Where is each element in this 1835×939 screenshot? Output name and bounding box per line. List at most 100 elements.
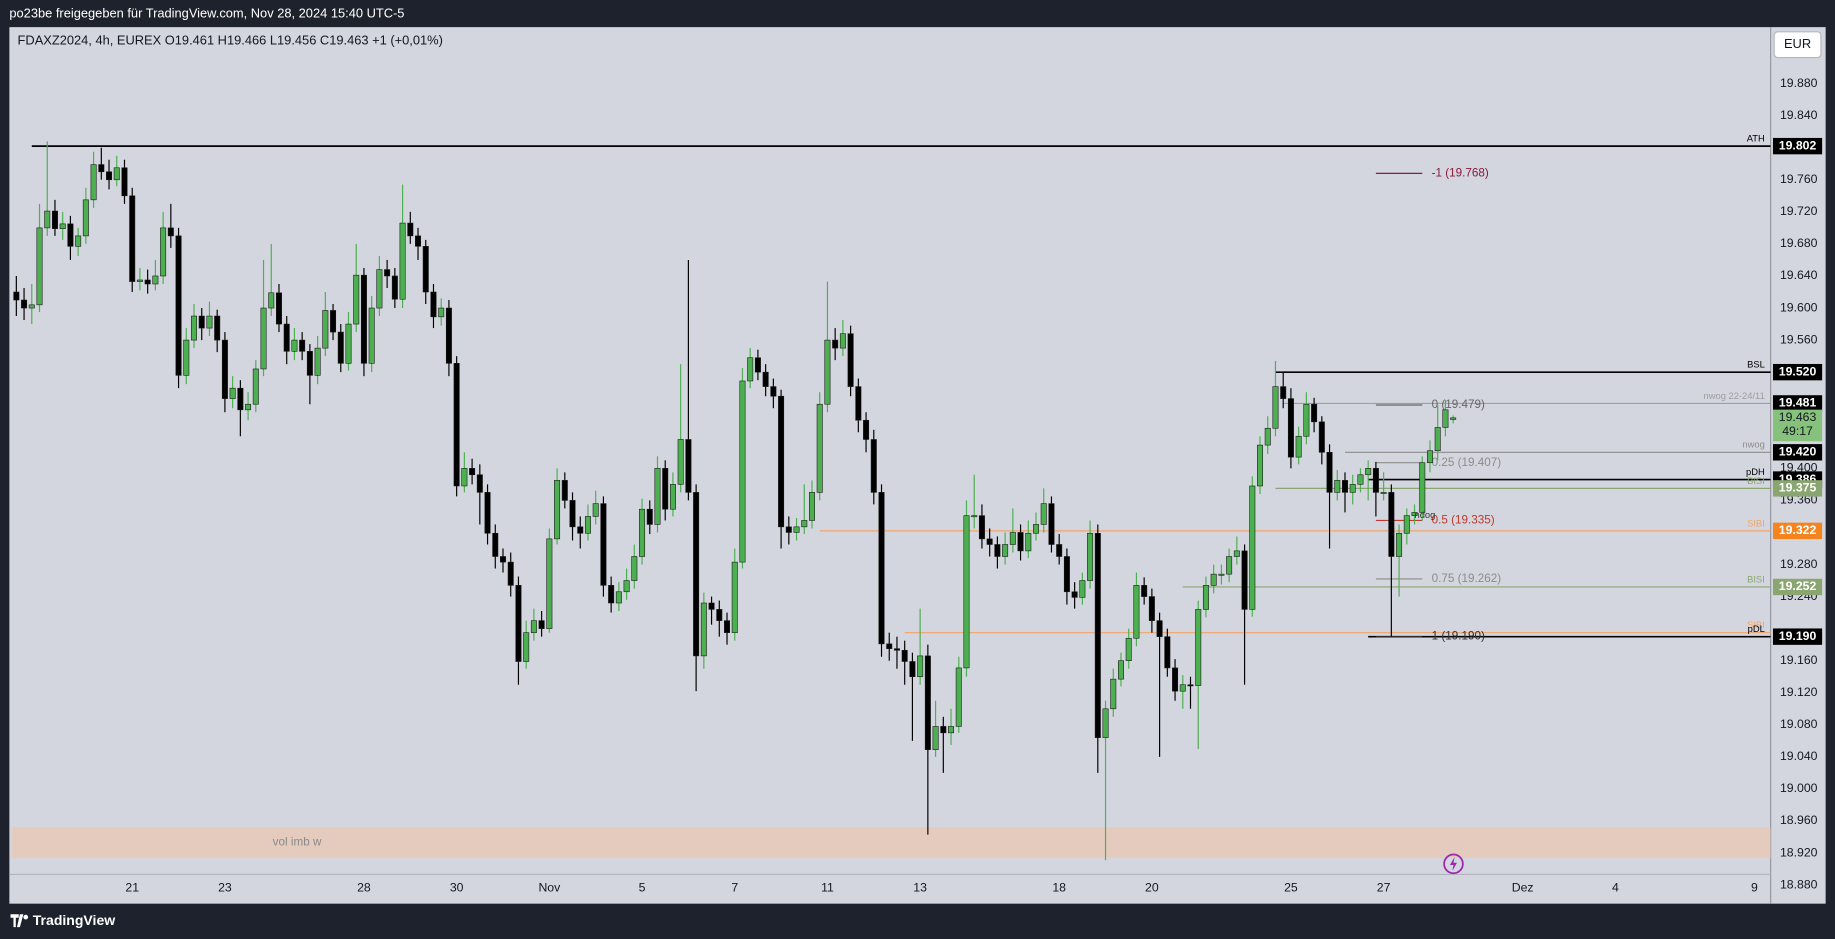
candle-body (901, 649, 908, 662)
candle-body (1148, 596, 1155, 621)
candle-body (1210, 573, 1217, 586)
candle-body (1017, 532, 1024, 552)
y-tick-label: 19.040 (1780, 749, 1818, 763)
price-box-label: 19.520 (1779, 364, 1817, 378)
candle-body (484, 492, 491, 534)
candle-body (299, 339, 306, 352)
symbol-info: FDAXZ2024, 4h, EUREX O19.461 H19.466 L19… (18, 33, 443, 48)
candle-body (893, 648, 900, 651)
x-tick-label: 21 (125, 881, 139, 895)
fib-label: -1 (19.768) (1432, 166, 1489, 179)
candle-body (1280, 386, 1287, 399)
candle-body (700, 602, 707, 657)
price-box (1772, 395, 1823, 412)
candle-body (28, 304, 35, 309)
fib-label: 1 (19.190) (1432, 630, 1485, 643)
candle-body (353, 274, 360, 325)
y-tick-label: 19.720 (1780, 204, 1818, 218)
candle-body (615, 591, 622, 604)
candle-body (191, 315, 197, 341)
candle-body (492, 532, 499, 557)
candle-body (978, 515, 985, 540)
currency-button[interactable]: EUR (1773, 31, 1822, 59)
candle-body (283, 323, 290, 352)
candle-body (476, 474, 483, 493)
candle-body (1071, 591, 1078, 598)
candle-body (824, 339, 831, 405)
last-price-box (1772, 409, 1823, 442)
y-tick-label: 19.760 (1780, 172, 1818, 186)
candle-body (368, 307, 375, 364)
candle-body (1311, 403, 1318, 423)
candle-body (500, 556, 506, 563)
candle-body (801, 520, 808, 528)
candle-body (608, 585, 615, 604)
footer-brand: TradingView (33, 912, 115, 928)
candle-body (206, 315, 213, 329)
candle-body (1349, 484, 1356, 493)
x-tick-label: 11 (821, 881, 834, 895)
candle-body (886, 643, 893, 649)
y-tick-label: 19.160 (1780, 653, 1818, 667)
level-label: nwog (1742, 440, 1764, 450)
x-tick-label: 27 (1377, 881, 1391, 895)
price-box-label: 19.252 (1779, 579, 1817, 593)
candle-body (144, 279, 151, 285)
candle-body (237, 387, 244, 411)
candle-body (1056, 544, 1063, 557)
candle-body (762, 371, 769, 387)
chart-pane (9, 27, 1826, 904)
candle-body (577, 526, 584, 534)
candle-body (654, 468, 661, 525)
level-label: SIBI (1747, 620, 1765, 630)
candle-body (1094, 532, 1101, 738)
candle-body (793, 526, 800, 533)
y-tick-label: 19.600 (1780, 300, 1818, 314)
candle-body (98, 164, 105, 173)
candle-body (384, 269, 391, 277)
candle-body (183, 339, 190, 376)
x-tick-label: 25 (1284, 881, 1298, 895)
candle-body (345, 323, 352, 364)
candle-body (971, 515, 978, 518)
candle-body (1419, 462, 1426, 513)
y-tick-label: 19.880 (1780, 76, 1818, 90)
x-tick-label: 30 (450, 881, 464, 895)
candle-body (685, 439, 692, 493)
candle-body (963, 515, 970, 669)
countdown: 49:17 (1782, 424, 1813, 438)
alert-icon[interactable] (1443, 853, 1464, 875)
candle-body (21, 299, 28, 309)
price-box (1772, 444, 1823, 461)
level-label: ATH (1747, 134, 1765, 144)
candle-body (731, 561, 738, 633)
price-box (1772, 578, 1823, 596)
candle-body (1117, 660, 1124, 680)
candle-body (1388, 492, 1395, 557)
currency-label[interactable]: EUR (1784, 36, 1811, 51)
candle-body (44, 210, 51, 229)
y-tick-label: 19.120 (1780, 685, 1818, 699)
candle-body (1087, 532, 1094, 581)
candle-body (646, 508, 653, 525)
candle-body (546, 538, 553, 629)
candle-body (1156, 620, 1163, 637)
candle-body (839, 333, 846, 349)
button-bg[interactable] (1773, 31, 1822, 59)
candle-body (1040, 503, 1047, 525)
candle-body (569, 500, 576, 528)
candle-body (515, 585, 522, 662)
alert-bolt[interactable] (1449, 856, 1457, 871)
fib-label: 0.75 (19.262) (1432, 572, 1502, 585)
alert-circle[interactable] (1443, 853, 1464, 875)
candle-body (1063, 556, 1070, 593)
candle-body (469, 468, 476, 476)
candle-body (322, 310, 329, 349)
x-tick-label: 4 (1612, 881, 1619, 895)
candle-body (1141, 585, 1148, 597)
level-label: BSL (1747, 360, 1765, 370)
candle-body (530, 620, 537, 633)
candle-body (1411, 512, 1418, 516)
candle-body (878, 492, 885, 645)
